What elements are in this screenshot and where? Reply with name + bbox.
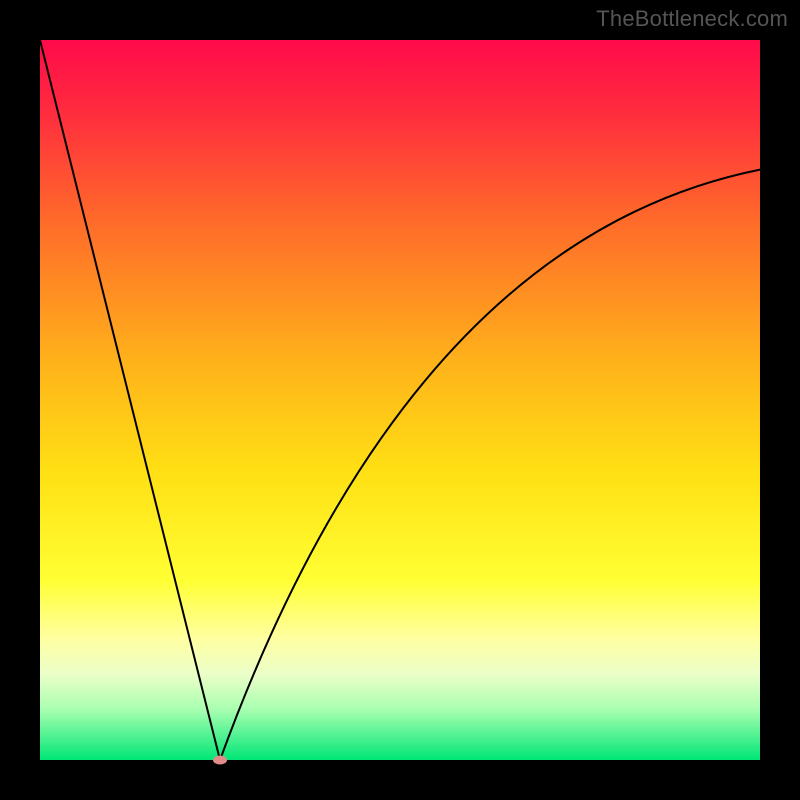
optimum-marker — [213, 756, 227, 765]
watermark-text: TheBottleneck.com — [596, 6, 788, 32]
plot-background — [40, 40, 760, 760]
